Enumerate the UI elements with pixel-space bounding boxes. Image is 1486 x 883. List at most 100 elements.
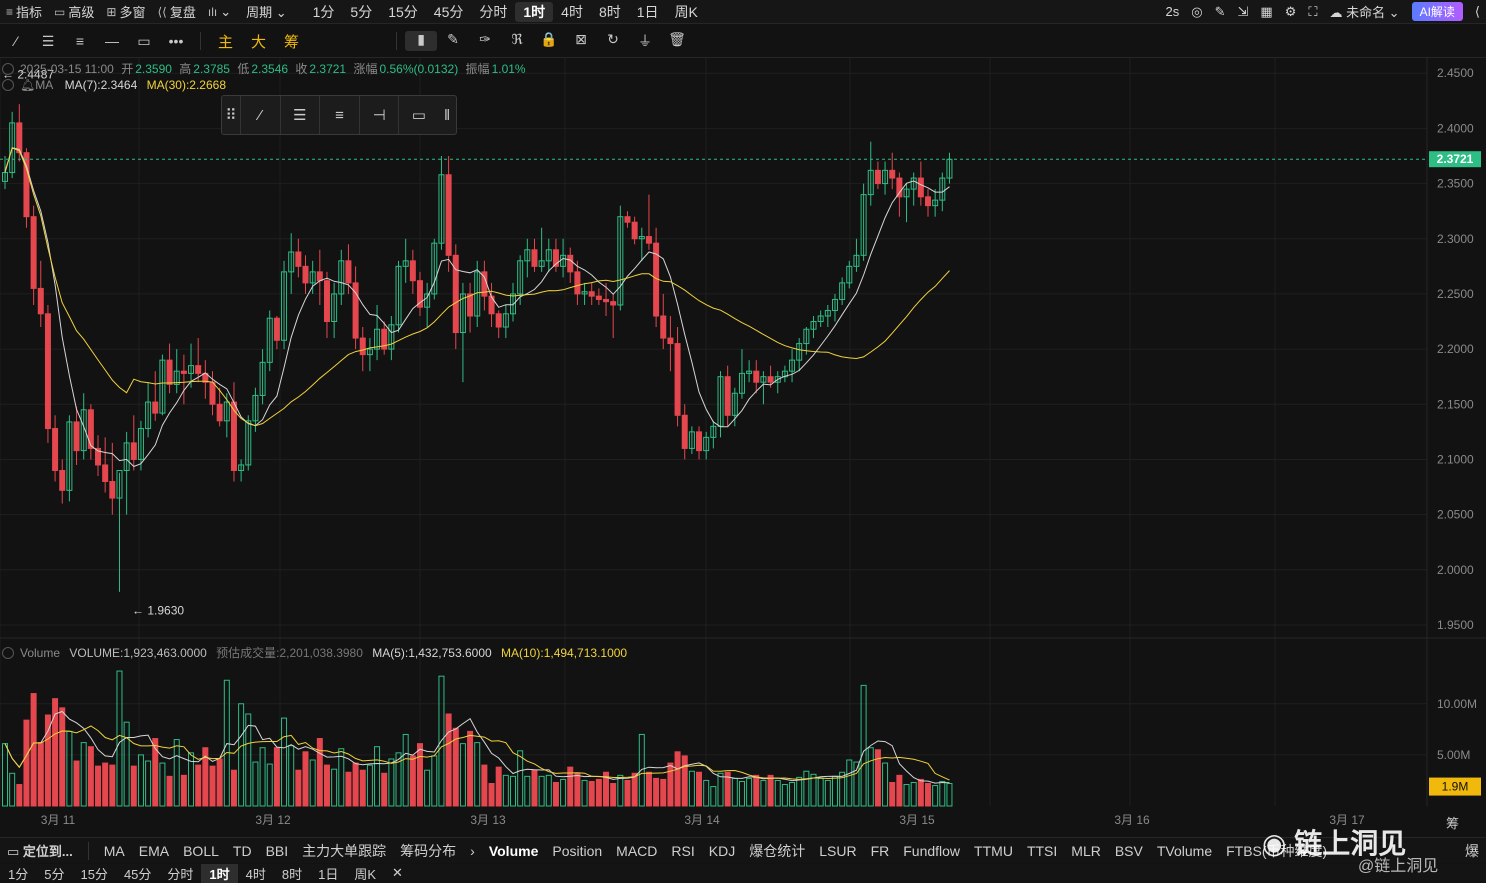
indicator-tab-13[interactable]: 爆仓统计 (749, 842, 806, 859)
float-tool-4[interactable]: ⊣ (358, 96, 399, 134)
float-tool-3[interactable]: ≡ (319, 96, 359, 134)
bottom-interval-5[interactable]: 1时 (201, 863, 238, 883)
draw-tool2-8[interactable]: 🗑 (668, 31, 686, 47)
float-tool-0[interactable]: ⠿ (225, 107, 237, 124)
draw-tool-5[interactable]: ••• (168, 32, 184, 49)
candle-body (746, 370, 753, 374)
interval-7[interactable]: 8时 (598, 3, 621, 20)
indicator-toggle-1[interactable]: 大 (251, 33, 267, 51)
bottom-interval-8[interactable]: 1日 (318, 866, 339, 882)
bottom-interval-6[interactable]: 4时 (245, 866, 266, 882)
indicator-toggle-2[interactable]: 筹 (284, 33, 300, 51)
draw-tool2-5[interactable]: ⊠ (575, 31, 587, 47)
bottom-interval-10[interactable]: ✕ (392, 865, 403, 880)
draw-tool2-6[interactable]: ↻ (607, 31, 619, 47)
draw-tool-1[interactable]: ☰ (41, 32, 55, 49)
bottom-interval-1[interactable]: 5分 (44, 866, 65, 882)
toolbar-right-6[interactable]: ⛶ (1308, 3, 1318, 19)
draw-tool2-3[interactable]: ℜ (511, 31, 523, 47)
indicator-tab-7[interactable]: › (470, 842, 475, 859)
indicator-tab-1[interactable]: EMA (138, 842, 170, 859)
interval-4[interactable]: 分时 (479, 3, 508, 20)
draw-tool-3[interactable]: — (105, 32, 119, 49)
indicator-toggle-0[interactable]: 主 (218, 33, 234, 51)
indicator-tab-3[interactable]: TD (232, 842, 252, 859)
draw-tool2-2[interactable]: ✑ (479, 31, 491, 47)
indicator-tab-17[interactable]: TTMU (974, 842, 1013, 859)
toolbar-right-7[interactable]: ☁ 未命名 ⌄ (1329, 5, 1400, 20)
interval-1[interactable]: 5分 (350, 3, 373, 20)
indicator-tab-14[interactable]: LSUR (819, 842, 857, 859)
toolbar-right-5[interactable]: ⚙ (1284, 3, 1297, 19)
bottom-interval-9[interactable]: 周K (354, 866, 377, 882)
draw-tool-4[interactable]: ▭ (137, 32, 151, 49)
draw-tool2-0[interactable]: ▮ (405, 31, 438, 51)
liquidation-button[interactable]: 爆 (1465, 842, 1479, 859)
indicator-tab-19[interactable]: MLR (1071, 842, 1101, 859)
collapse-icon[interactable] (2, 79, 14, 91)
indicator-tab-11[interactable]: RSI (671, 842, 695, 859)
interval-2[interactable]: 15分 (388, 3, 418, 20)
toolbar-item-3[interactable]: ⟨⟨ 复盘 (151, 2, 201, 21)
draw-tool-2[interactable]: ≡ (75, 32, 85, 49)
indicator-tab-20[interactable]: BSV (1114, 842, 1143, 859)
indicator-tab-9[interactable]: Position (552, 842, 603, 859)
indicator-tab-8[interactable]: Volume (488, 842, 539, 859)
draw-tool2-7[interactable]: ⏚ (638, 33, 653, 49)
locate-button[interactable]: ▭ 定位到... (7, 844, 73, 859)
indicator-tab-4[interactable]: BBI (265, 842, 289, 859)
toolbar-right-1[interactable]: ◎ (1191, 3, 1203, 19)
indicator-tab-10[interactable]: MACD (616, 842, 658, 859)
indicator-tab-18[interactable]: TTSI (1026, 842, 1058, 859)
collapse-icon[interactable] (2, 647, 14, 659)
indicator-tab-16[interactable]: Fundflow (903, 842, 961, 859)
interval-9[interactable]: 周K (674, 3, 698, 20)
indicator-tab-22[interactable]: FTBS(币种维度) (1226, 842, 1328, 859)
indicator-tab-2[interactable]: BOLL (183, 842, 219, 859)
float-tool-2[interactable]: ☰ (279, 96, 320, 134)
indicator-tab-12[interactable]: KDJ (708, 842, 736, 859)
volume-tag-label: 1.9M (1442, 780, 1469, 794)
draw-tool-0[interactable]: ⁄ (14, 32, 18, 49)
indicator-tab-15[interactable]: FR (870, 842, 890, 859)
interval-5[interactable]: 1时 (515, 1, 554, 22)
bottom-interval-3[interactable]: 45分 (123, 866, 152, 882)
interval-6[interactable]: 4时 (561, 3, 583, 20)
bottom-interval-0[interactable]: 1分 (8, 866, 29, 882)
price-chart[interactable]: 2.4500 2.4000 2.3500 2.3000 2.2500 2.2000 2.15… (0, 58, 1486, 837)
interval-0[interactable]: 1分 (312, 3, 335, 20)
toolbar-item-2[interactable]: ⊞ 多窗 (100, 2, 151, 21)
interval-3[interactable]: 45分 (433, 3, 464, 20)
draw-tool2-1[interactable]: ✎ (447, 31, 459, 47)
volume-bar (195, 764, 202, 807)
share-icon[interactable]: ⟨ (1474, 3, 1480, 19)
toolbar-right-0[interactable]: 2s (1165, 4, 1180, 19)
indicator-tab-21[interactable]: TVolume (1156, 842, 1213, 859)
chip-toggle[interactable]: 筹 (1446, 816, 1460, 831)
toolbar-right-3[interactable]: ⇲ (1237, 3, 1249, 19)
ai-interpret-button[interactable]: AI解读 (1411, 2, 1463, 21)
collapse-icon[interactable] (2, 63, 14, 75)
toolbar-item-1[interactable]: ▭ 高级 (48, 2, 100, 21)
bottom-interval-4[interactable]: 分时 (167, 866, 194, 882)
draw-tool2-4[interactable]: 🔒 (540, 31, 558, 47)
volume-bar (166, 775, 173, 807)
toolbar-item-5[interactable]: 周期 ⌄ (237, 2, 293, 21)
toolbar-right-2[interactable]: ✎ (1214, 3, 1226, 19)
indicator-tab-5[interactable]: 主力大单跟踪 (302, 842, 387, 859)
candle-body (9, 122, 16, 174)
bottom-interval-7[interactable]: 8时 (281, 866, 303, 882)
indicator-tab-0[interactable]: MA (103, 842, 125, 859)
toolbar-right-4[interactable]: ▦ (1260, 3, 1273, 19)
float-tool-6[interactable]: ‖ (443, 106, 451, 124)
bottom-interval-2[interactable]: 15分 (80, 866, 108, 882)
interval-8[interactable]: 1日 (636, 3, 659, 20)
toolbar-item-4[interactable]: ılı ⌄ (202, 4, 237, 20)
float-tool-1[interactable]: ⁄ (239, 96, 280, 134)
volume-bar (309, 759, 316, 807)
indicator-tab-6[interactable]: 筹码分布 (400, 842, 457, 859)
float-tool-5[interactable]: ▭ (398, 96, 438, 134)
toolbar-item-0[interactable]: ≡ 指标 (0, 2, 48, 21)
bell-icon[interactable]: 🔔︎ (20, 78, 36, 92)
candle-body (932, 199, 939, 207)
